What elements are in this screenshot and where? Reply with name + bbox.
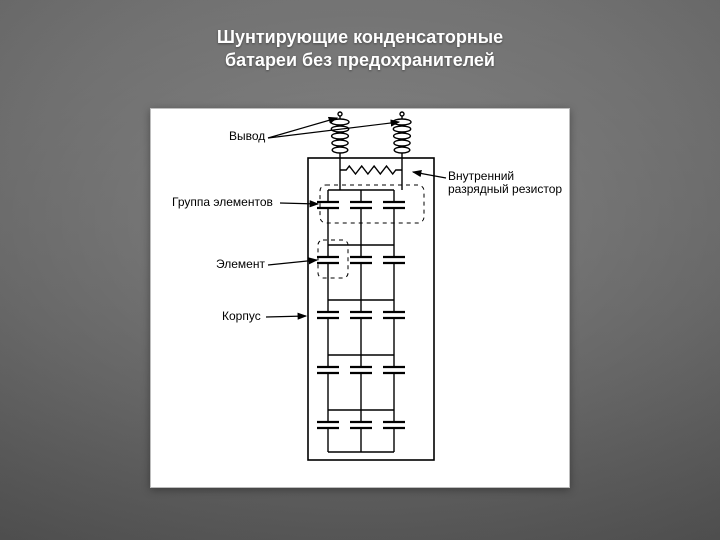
label-terminal: Вывод (229, 130, 265, 143)
title-line-2: батареи без предохранителей (225, 50, 495, 70)
label-resistor-line2: разрядный резистор (448, 182, 562, 196)
label-case: Корпус (222, 310, 261, 323)
title-line-1: Шунтирующие конденсаторные (217, 27, 503, 47)
page-title: Шунтирующие конденсаторные батареи без п… (0, 26, 720, 73)
label-resistor-line1: Внутренний (448, 169, 514, 183)
label-resistor: Внутренний разрядный резистор (448, 170, 562, 196)
label-element: Элемент (216, 258, 265, 271)
capacitor-bank-diagram (150, 108, 570, 488)
label-group: Группа элементов (172, 196, 273, 209)
slide: Шунтирующие конденсаторные батареи без п… (0, 0, 720, 540)
diagram-figure: Вывод Группа элементов Элемент Корпус Вн… (150, 108, 570, 488)
